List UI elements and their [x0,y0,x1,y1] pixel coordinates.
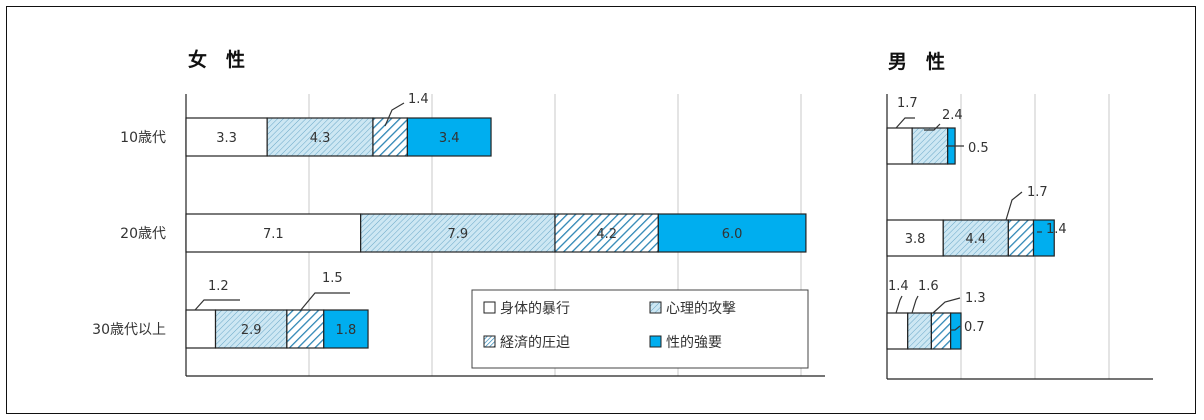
male-data-label: 1.7 [897,96,918,111]
female-callout-line [194,299,240,311]
female-bar-economic [554,213,659,253]
legend-label-economic: 経済的圧迫 [500,335,570,351]
female-category-label: 30歳代以上 [92,322,166,338]
male-data-label: 1.3 [965,291,986,306]
male-bar-psychological [911,127,949,165]
female-data-label: 7.9 [447,227,468,242]
female-data-label: 1.5 [322,271,343,286]
male-callout-line [924,123,941,131]
legend-label-physical: 身体的暴行 [500,301,570,317]
legend-label-sexual: 性的強要 [666,335,722,351]
male-callout-line [932,297,961,314]
legend-label-psychological: 心理的攻撃 [666,301,736,317]
male-bar-physical [886,127,913,165]
male-data-label: 0.5 [968,141,989,156]
female-bar-psychological [360,213,556,253]
female-callout-line [384,102,405,127]
female-bar-sexual [406,117,492,157]
female-bar-economic [286,309,325,349]
male-data-label: 1.4 [1046,222,1067,237]
female-data-label: 3.3 [216,131,237,146]
female-bar-physical [185,117,268,157]
female-data-label: 6.0 [722,227,743,242]
female-data-label: 1.2 [208,279,229,294]
male-callout-line [895,117,915,129]
legend-swatch-economic [483,335,496,348]
male-data-label: 2.4 [942,108,963,123]
female-data-label: 1.8 [336,323,357,338]
male-bar-sexual [950,312,962,350]
male-data-label: 0.7 [964,320,985,335]
male-callout-line [911,295,919,314]
female-data-label: 4.3 [310,131,331,146]
female-chart-title: 女 性 [188,48,245,71]
legend-swatch-sexual [649,335,662,348]
female-bar-physical [185,213,362,253]
male-data-label: 4.4 [965,232,986,247]
male-data-label: 1.6 [918,279,939,294]
female-category-label: 10歳代 [120,130,166,146]
legend-swatch-psychological [649,301,662,314]
female-bar-psychological [266,117,374,157]
male-callout-line [895,295,903,314]
female-bar-sexual [657,213,807,253]
female-bar-psychological [214,309,288,349]
female-data-label: 7.1 [263,227,284,242]
female-bar-economic [372,117,408,157]
male-callout-line [1005,191,1023,221]
male-bar-economic [1007,219,1035,257]
male-data-label: 1.7 [1027,185,1048,200]
female-data-label: 1.4 [408,92,429,107]
female-callout-line [299,292,350,312]
female-data-label: 2.9 [241,323,262,338]
male-data-label: 3.8 [905,232,926,247]
legend-swatch-physical [483,301,496,314]
female-bar-physical [185,309,217,349]
female-bar-sexual [323,309,369,349]
male-bar-psychological [942,219,1009,257]
male-chart-title: 男 性 [888,50,945,73]
chart-frame [6,6,1196,414]
female-data-label: 4.2 [596,227,617,242]
male-bar-sexual [1032,219,1055,257]
male-bar-physical [886,312,909,350]
female-category-label: 20歳代 [120,226,166,242]
male-callout-line [950,325,961,331]
male-bar-economic [930,312,952,350]
male-bar-psychological [907,312,932,350]
legend-box [471,289,809,369]
male-data-label: 1.4 [888,279,909,294]
female-data-label: 3.4 [439,131,460,146]
